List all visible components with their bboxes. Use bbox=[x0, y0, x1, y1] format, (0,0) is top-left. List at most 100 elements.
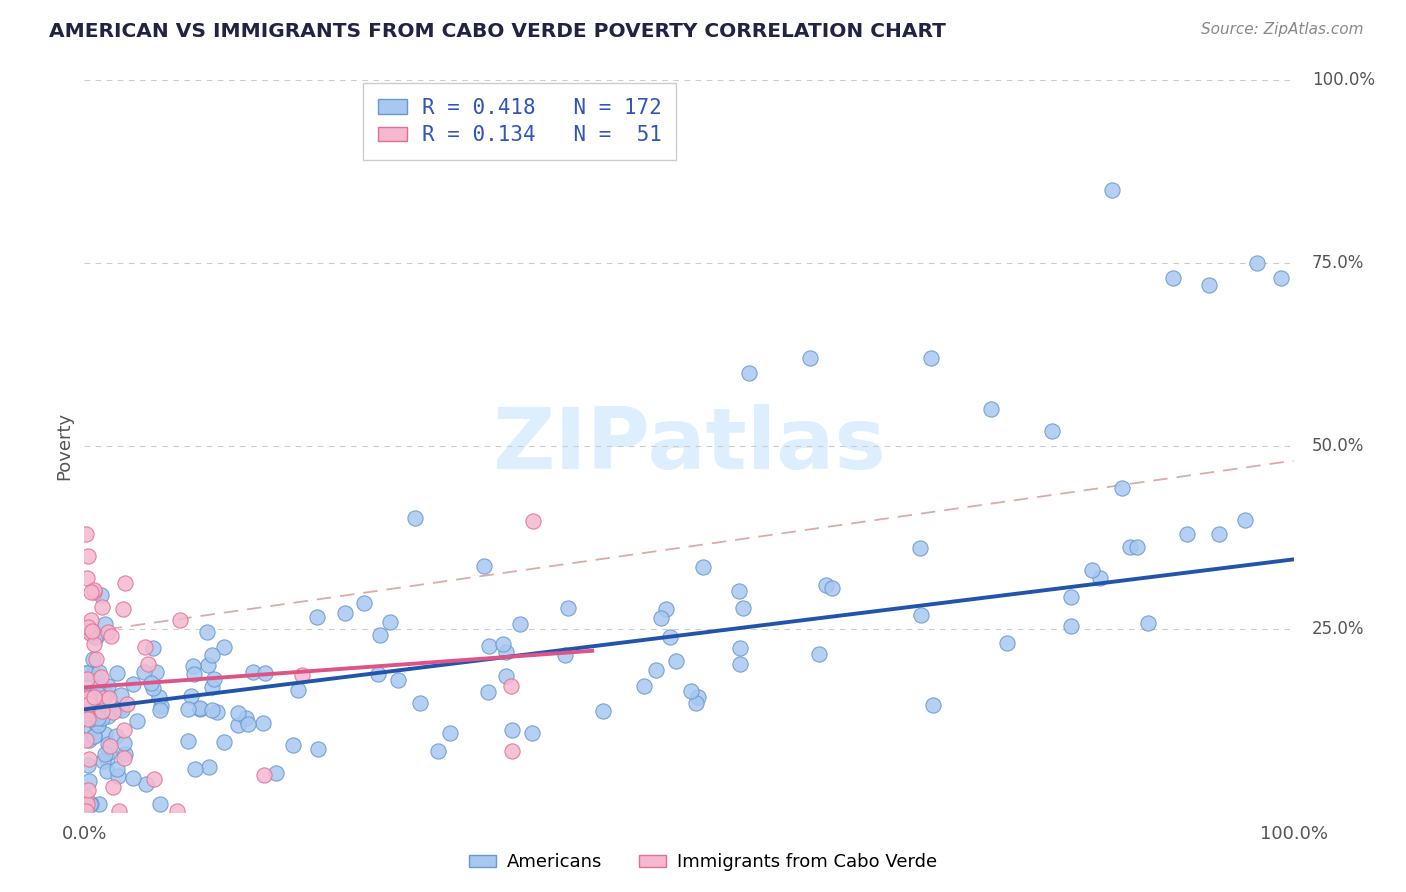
Point bbox=[107, 769, 129, 783]
Point bbox=[190, 701, 212, 715]
Point bbox=[96, 764, 118, 778]
Point bbox=[98, 739, 121, 753]
Point bbox=[75, 804, 97, 818]
Point bbox=[80, 797, 103, 812]
Point bbox=[1208, 526, 1230, 541]
Point bbox=[1111, 481, 1133, 495]
Point bbox=[77, 697, 100, 711]
Point bbox=[103, 706, 125, 720]
Point bbox=[75, 733, 97, 747]
Point bbox=[77, 624, 100, 638]
Point bbox=[266, 765, 288, 780]
Text: 75.0%: 75.0% bbox=[1312, 254, 1364, 272]
Point bbox=[995, 635, 1018, 649]
Point bbox=[814, 578, 837, 592]
Point bbox=[650, 611, 672, 625]
Point bbox=[97, 745, 120, 759]
Point bbox=[134, 640, 156, 655]
Point bbox=[378, 615, 401, 629]
Point bbox=[202, 672, 225, 686]
Point bbox=[799, 351, 821, 366]
Point bbox=[307, 742, 329, 756]
Point bbox=[501, 743, 523, 757]
Point bbox=[80, 702, 103, 716]
Point bbox=[353, 596, 375, 610]
Point bbox=[253, 666, 276, 681]
Point bbox=[226, 718, 249, 732]
Point bbox=[177, 734, 200, 748]
Point bbox=[142, 641, 165, 656]
Point bbox=[135, 777, 157, 791]
Point bbox=[730, 657, 752, 672]
Point bbox=[920, 351, 942, 366]
Point bbox=[686, 690, 709, 705]
Point bbox=[367, 667, 389, 681]
Point bbox=[83, 626, 105, 640]
Point bbox=[679, 684, 702, 698]
Point bbox=[166, 804, 188, 818]
Point bbox=[84, 631, 107, 645]
Point bbox=[83, 585, 105, 599]
Point bbox=[90, 670, 112, 684]
Text: 50.0%: 50.0% bbox=[1312, 437, 1364, 455]
Point bbox=[501, 723, 523, 738]
Point bbox=[139, 675, 162, 690]
Point bbox=[90, 588, 112, 602]
Point bbox=[727, 584, 749, 599]
Text: 100.0%: 100.0% bbox=[1312, 71, 1375, 89]
Point bbox=[1161, 270, 1184, 285]
Point bbox=[242, 665, 264, 680]
Point bbox=[1101, 183, 1123, 197]
Point bbox=[169, 613, 191, 627]
Point bbox=[97, 624, 120, 639]
Point bbox=[404, 511, 426, 525]
Point bbox=[83, 630, 105, 644]
Point bbox=[183, 666, 205, 681]
Point bbox=[83, 637, 105, 651]
Point bbox=[1088, 571, 1111, 585]
Point bbox=[80, 585, 103, 599]
Point bbox=[94, 727, 117, 741]
Point bbox=[76, 571, 98, 585]
Point bbox=[80, 700, 103, 714]
Point bbox=[77, 774, 100, 789]
Point bbox=[291, 668, 314, 682]
Point bbox=[86, 719, 108, 733]
Point bbox=[87, 697, 110, 711]
Point bbox=[730, 641, 752, 656]
Point bbox=[181, 659, 204, 673]
Point bbox=[86, 686, 108, 700]
Point bbox=[633, 679, 655, 693]
Point bbox=[97, 679, 120, 693]
Point bbox=[201, 681, 224, 695]
Point bbox=[136, 657, 159, 671]
Point bbox=[79, 797, 101, 812]
Point bbox=[509, 617, 531, 632]
Point bbox=[132, 665, 155, 679]
Point bbox=[495, 645, 517, 659]
Point bbox=[427, 744, 450, 758]
Point bbox=[108, 804, 131, 818]
Point bbox=[645, 663, 668, 677]
Point bbox=[201, 648, 224, 663]
Point bbox=[80, 626, 103, 640]
Point bbox=[731, 601, 754, 615]
Point bbox=[86, 714, 108, 729]
Point bbox=[122, 677, 145, 691]
Point bbox=[176, 702, 198, 716]
Point bbox=[1234, 513, 1257, 527]
Point bbox=[75, 706, 97, 721]
Point bbox=[692, 560, 714, 574]
Point bbox=[91, 704, 114, 718]
Point bbox=[921, 698, 943, 713]
Point bbox=[79, 687, 101, 701]
Point bbox=[77, 782, 100, 797]
Point bbox=[142, 772, 165, 787]
Point bbox=[83, 667, 105, 681]
Point bbox=[94, 617, 117, 632]
Point bbox=[87, 797, 110, 811]
Point bbox=[287, 682, 309, 697]
Point bbox=[474, 558, 496, 573]
Point bbox=[83, 694, 105, 708]
Point bbox=[75, 790, 97, 805]
